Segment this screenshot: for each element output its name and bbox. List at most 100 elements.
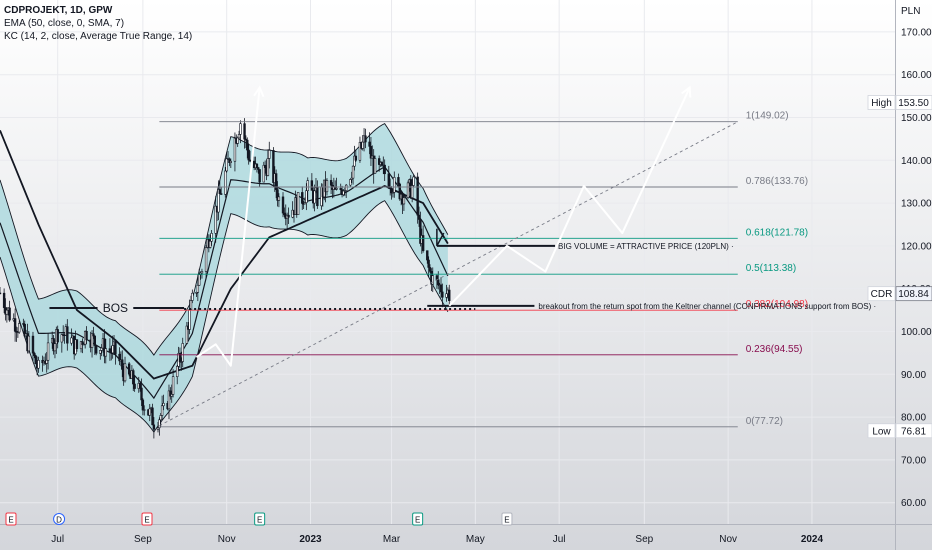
candle[interactable] (421, 225, 425, 253)
candle[interactable] (274, 169, 278, 199)
earnings-badge[interactable] (141, 512, 153, 526)
candle[interactable] (398, 182, 401, 201)
candle[interactable] (127, 361, 131, 377)
candle[interactable] (195, 291, 198, 297)
candle[interactable] (272, 147, 275, 187)
candle[interactable] (263, 160, 267, 174)
candle[interactable] (103, 329, 106, 364)
candle[interactable] (406, 180, 410, 200)
candle[interactable] (181, 337, 184, 368)
candle[interactable] (445, 284, 448, 302)
candle[interactable] (156, 422, 160, 433)
candle[interactable] (345, 184, 348, 199)
candle[interactable] (31, 331, 35, 362)
candle[interactable] (185, 321, 189, 345)
candle[interactable] (358, 136, 362, 163)
candle[interactable] (114, 340, 117, 365)
candle[interactable] (5, 307, 9, 323)
candle[interactable] (426, 250, 429, 264)
candle[interactable] (141, 398, 145, 416)
candle[interactable] (148, 403, 151, 422)
candle[interactable] (13, 308, 17, 342)
candle[interactable] (81, 338, 84, 354)
candle[interactable] (257, 166, 260, 174)
candle[interactable] (373, 155, 377, 174)
legend-symbol[interactable]: CDPROJEKT, 1D, GPW (4, 5, 113, 16)
plot-area[interactable]: 1(149.02) 0.786(133.76) 0.618(121.78) 0.5(1… (0, 85, 876, 439)
candle[interactable] (121, 350, 124, 378)
candle[interactable] (56, 325, 59, 349)
candle[interactable] (204, 245, 208, 278)
current-price-marker[interactable]: CDR 108.84 (867, 286, 932, 302)
candle[interactable] (219, 187, 223, 196)
candle[interactable] (364, 128, 367, 149)
candle[interactable] (123, 356, 127, 383)
candle[interactable] (171, 369, 175, 398)
candle[interactable] (287, 207, 290, 225)
event-badge[interactable]: E (141, 512, 153, 526)
candle[interactable] (310, 173, 314, 191)
candle[interactable] (93, 335, 96, 355)
high-price-marker[interactable]: High 153.50 (867, 95, 932, 110)
candle[interactable] (225, 152, 228, 173)
candle[interactable] (258, 169, 261, 187)
candle[interactable] (92, 326, 95, 339)
candle[interactable] (233, 132, 237, 172)
candle[interactable] (169, 387, 172, 400)
candle[interactable] (70, 328, 73, 346)
candle[interactable] (90, 330, 94, 358)
candle[interactable] (248, 150, 252, 163)
candle[interactable] (0, 286, 2, 295)
candle[interactable] (303, 197, 307, 205)
candle[interactable] (151, 403, 154, 426)
candle[interactable] (262, 161, 265, 183)
candle[interactable] (191, 289, 194, 304)
candle[interactable] (66, 319, 69, 351)
candle[interactable] (180, 357, 183, 371)
candle[interactable] (239, 120, 242, 144)
candle[interactable] (176, 364, 179, 385)
candle[interactable] (79, 340, 83, 353)
candle[interactable] (104, 338, 107, 364)
candle[interactable] (427, 256, 430, 277)
candle[interactable] (339, 183, 342, 194)
dividend-badge[interactable] (53, 513, 66, 525)
candle[interactable] (393, 171, 396, 198)
candle[interactable] (224, 166, 227, 198)
candlesticks[interactable] (0, 118, 451, 439)
candle[interactable] (228, 157, 231, 167)
event-badge[interactable]: E (5, 512, 17, 526)
event-badge[interactable]: D (53, 513, 66, 525)
candle[interactable] (160, 395, 164, 420)
candle[interactable] (53, 339, 57, 359)
candle[interactable] (132, 368, 135, 392)
candle[interactable] (94, 344, 98, 356)
candle[interactable] (159, 412, 162, 427)
candle[interactable] (416, 172, 419, 224)
candle[interactable] (343, 187, 347, 197)
candle[interactable] (244, 135, 248, 149)
candle[interactable] (167, 384, 171, 420)
candle[interactable] (349, 178, 352, 187)
candle[interactable] (82, 342, 86, 346)
candle[interactable] (353, 145, 356, 171)
candle[interactable] (390, 186, 393, 200)
candle[interactable] (354, 149, 358, 162)
candle[interactable] (301, 186, 304, 210)
candle[interactable] (377, 155, 381, 172)
candle[interactable] (100, 344, 103, 357)
candle[interactable] (397, 173, 400, 188)
candle[interactable] (247, 143, 250, 165)
candle[interactable] (383, 159, 386, 181)
candle[interactable] (351, 165, 355, 185)
candle[interactable] (350, 171, 353, 183)
candle[interactable] (441, 283, 444, 308)
candle[interactable] (431, 267, 434, 293)
candle[interactable] (391, 188, 395, 198)
candle[interactable] (380, 160, 384, 167)
candle[interactable] (138, 381, 142, 392)
candle[interactable] (276, 181, 279, 207)
candle[interactable] (196, 274, 200, 302)
